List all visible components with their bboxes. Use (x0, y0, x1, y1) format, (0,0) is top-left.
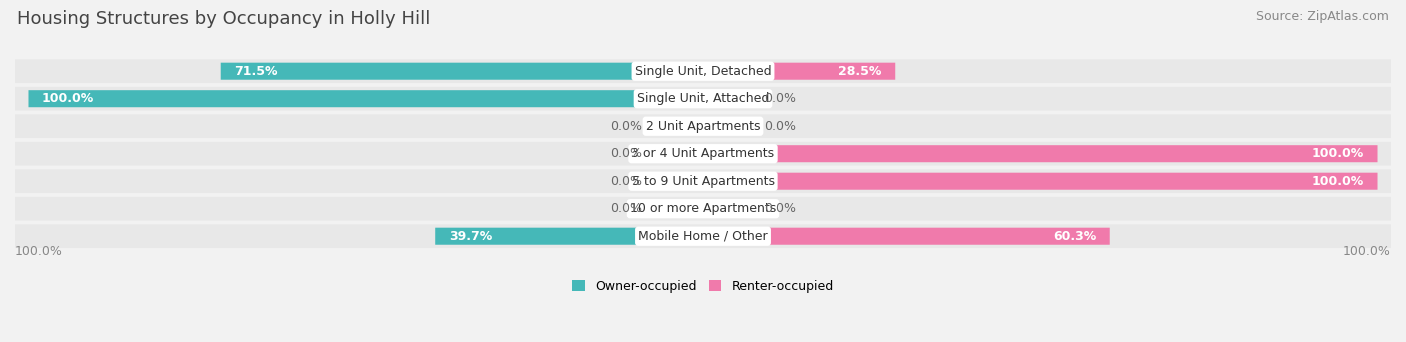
Text: 0.0%: 0.0% (610, 175, 643, 188)
Text: 0.0%: 0.0% (610, 202, 643, 215)
Text: 28.5%: 28.5% (838, 65, 882, 78)
Text: 0.0%: 0.0% (763, 92, 796, 105)
Text: 100.0%: 100.0% (1312, 175, 1364, 188)
FancyBboxPatch shape (221, 63, 703, 80)
Text: 0.0%: 0.0% (610, 147, 643, 160)
FancyBboxPatch shape (703, 173, 1378, 190)
FancyBboxPatch shape (15, 197, 1391, 221)
FancyBboxPatch shape (650, 118, 703, 135)
FancyBboxPatch shape (28, 90, 703, 107)
FancyBboxPatch shape (15, 114, 1391, 138)
Text: Single Unit, Attached: Single Unit, Attached (637, 92, 769, 105)
Legend: Owner-occupied, Renter-occupied: Owner-occupied, Renter-occupied (568, 275, 838, 298)
FancyBboxPatch shape (436, 228, 703, 245)
FancyBboxPatch shape (15, 142, 1391, 166)
FancyBboxPatch shape (15, 87, 1391, 110)
Text: 0.0%: 0.0% (763, 202, 796, 215)
FancyBboxPatch shape (703, 228, 1109, 245)
FancyBboxPatch shape (650, 173, 703, 190)
FancyBboxPatch shape (703, 145, 1378, 162)
Text: 0.0%: 0.0% (610, 120, 643, 133)
Text: 3 or 4 Unit Apartments: 3 or 4 Unit Apartments (631, 147, 775, 160)
Text: Housing Structures by Occupancy in Holly Hill: Housing Structures by Occupancy in Holly… (17, 10, 430, 28)
Text: Single Unit, Detached: Single Unit, Detached (634, 65, 772, 78)
Text: Mobile Home / Other: Mobile Home / Other (638, 230, 768, 243)
FancyBboxPatch shape (703, 118, 756, 135)
Text: 100.0%: 100.0% (1343, 245, 1391, 258)
Text: 60.3%: 60.3% (1053, 230, 1097, 243)
FancyBboxPatch shape (703, 63, 896, 80)
Text: 100.0%: 100.0% (42, 92, 94, 105)
FancyBboxPatch shape (703, 200, 756, 217)
FancyBboxPatch shape (703, 90, 756, 107)
Text: 100.0%: 100.0% (15, 245, 63, 258)
Text: Source: ZipAtlas.com: Source: ZipAtlas.com (1256, 10, 1389, 23)
FancyBboxPatch shape (650, 145, 703, 162)
Text: 71.5%: 71.5% (235, 65, 278, 78)
Text: 0.0%: 0.0% (763, 120, 796, 133)
Text: 10 or more Apartments: 10 or more Apartments (630, 202, 776, 215)
FancyBboxPatch shape (15, 169, 1391, 193)
Text: 5 to 9 Unit Apartments: 5 to 9 Unit Apartments (631, 175, 775, 188)
FancyBboxPatch shape (15, 224, 1391, 248)
FancyBboxPatch shape (650, 200, 703, 217)
Text: 100.0%: 100.0% (1312, 147, 1364, 160)
Text: 2 Unit Apartments: 2 Unit Apartments (645, 120, 761, 133)
Text: 39.7%: 39.7% (449, 230, 492, 243)
FancyBboxPatch shape (15, 60, 1391, 83)
